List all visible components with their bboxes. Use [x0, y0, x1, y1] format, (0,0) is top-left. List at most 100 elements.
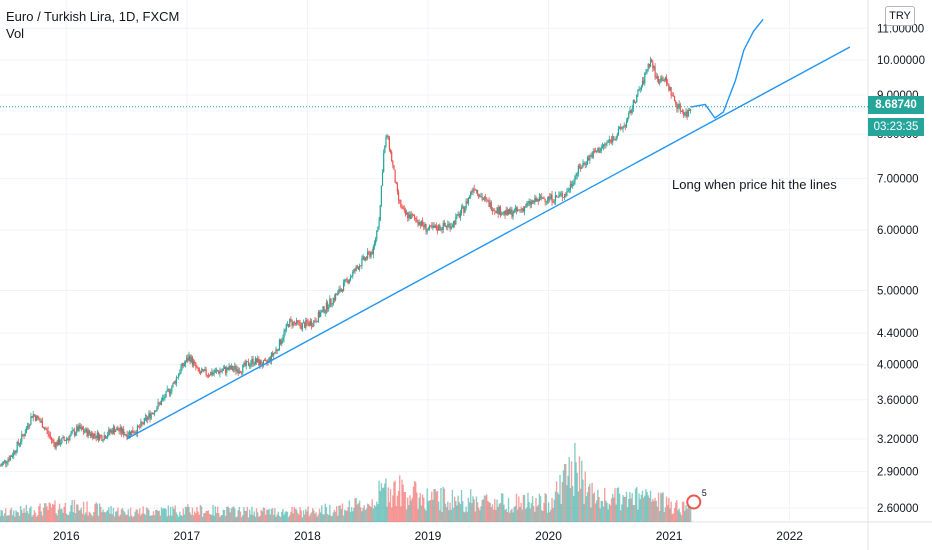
- volume-bar: [166, 516, 168, 522]
- volume-bar: [466, 511, 468, 522]
- y-tick-label: 3.60000: [877, 395, 919, 407]
- candle-body: [494, 210, 496, 212]
- volume-bar: [102, 509, 104, 522]
- candle-body: [260, 360, 262, 366]
- currency-button[interactable]: TRY: [885, 6, 915, 26]
- volume-bar: [670, 501, 672, 522]
- volume-bar: [124, 512, 126, 522]
- candle-body: [479, 196, 481, 198]
- candle-body: [481, 196, 483, 200]
- candle-body: [541, 196, 543, 199]
- volume-bar: [41, 515, 44, 522]
- volume-bar: [299, 507, 301, 522]
- candle-body: [663, 79, 665, 81]
- candle-body: [175, 377, 177, 384]
- candle-body: [16, 442, 18, 452]
- volume-bar: [168, 515, 171, 522]
- candle-body: [147, 416, 149, 421]
- volume-bar: [590, 507, 592, 522]
- volume-bar: [417, 509, 419, 522]
- volume-bar: [357, 503, 360, 522]
- volume-bar: [324, 503, 326, 522]
- volume-bar: [516, 509, 519, 522]
- candle-body: [381, 172, 384, 186]
- candle-body: [351, 276, 353, 278]
- volume-bar: [222, 509, 225, 522]
- volume-bar: [295, 509, 298, 522]
- candle-body: [167, 389, 169, 391]
- candle-body: [339, 289, 341, 292]
- candle-body: [212, 372, 214, 375]
- volume-bar: [411, 497, 413, 522]
- volume-bar: [72, 512, 74, 522]
- volume-bar: [3, 513, 6, 522]
- volume-bar: [443, 488, 446, 522]
- candle-body: [596, 151, 598, 153]
- volume-bar: [340, 509, 342, 522]
- volume-indicator-label[interactable]: Vol: [6, 26, 25, 41]
- candle-body: [203, 369, 205, 371]
- candle-body: [1, 463, 3, 466]
- candle-body: [400, 200, 402, 207]
- volume-bar: [569, 487, 572, 522]
- volume-bar: [605, 500, 607, 522]
- volume-bar: [507, 497, 510, 522]
- volume-bar: [213, 515, 215, 522]
- candle-body: [661, 77, 663, 81]
- volume-bar: [361, 511, 363, 522]
- candle-body: [235, 366, 237, 372]
- volume-bar: [289, 515, 291, 522]
- candle-body: [359, 265, 361, 270]
- volume-bar: [27, 513, 30, 522]
- volume-bar: [270, 508, 273, 522]
- candle-body: [104, 435, 106, 439]
- candle-body: [105, 437, 108, 439]
- volume-bar: [61, 508, 63, 522]
- candle-body: [86, 428, 88, 437]
- volume-bar: [597, 489, 599, 522]
- candle-body: [370, 252, 372, 257]
- volume-bar: [592, 493, 594, 522]
- volume-bar: [344, 509, 346, 522]
- symbol-title[interactable]: Euro / Turkish Lira, 1D, FXCM: [6, 9, 180, 24]
- volume-bar: [567, 475, 569, 522]
- volume-bar: [388, 502, 391, 522]
- candle-body: [179, 373, 181, 375]
- candle-body: [79, 425, 81, 429]
- volume-bar: [131, 515, 133, 522]
- candle-body: [448, 223, 450, 225]
- volume-bar: [426, 488, 428, 522]
- candle-body: [417, 222, 419, 225]
- candle-body: [655, 76, 657, 78]
- volume-bar: [306, 511, 308, 522]
- volume-bar: [684, 510, 686, 522]
- candle-body: [141, 422, 143, 424]
- candle-body: [632, 100, 634, 109]
- volume-bar: [459, 504, 462, 522]
- volume-bar: [338, 505, 340, 522]
- candle-body: [113, 427, 116, 433]
- volume-bar: [464, 512, 466, 522]
- candle-body: [116, 427, 118, 431]
- volume-bar: [315, 512, 317, 522]
- candle-body: [330, 298, 332, 304]
- volume-bar: [625, 491, 628, 522]
- candle-body: [140, 422, 142, 428]
- volume-bar: [128, 516, 131, 522]
- candle-body: [237, 369, 239, 374]
- candle-body: [20, 441, 22, 444]
- candle-body: [108, 429, 110, 435]
- candle-body: [443, 222, 445, 227]
- candle-body: [438, 225, 440, 231]
- volume-bar: [179, 511, 181, 522]
- volume-bar: [498, 503, 501, 522]
- candle-body: [633, 100, 636, 103]
- volume-bar: [0, 516, 1, 522]
- candle-body: [679, 104, 681, 112]
- candle-body: [317, 311, 319, 322]
- volume-bar: [550, 509, 552, 522]
- volume-bar: [584, 471, 586, 522]
- annotation-text[interactable]: Long when price hit the lines: [672, 177, 837, 192]
- candle-body: [449, 223, 451, 230]
